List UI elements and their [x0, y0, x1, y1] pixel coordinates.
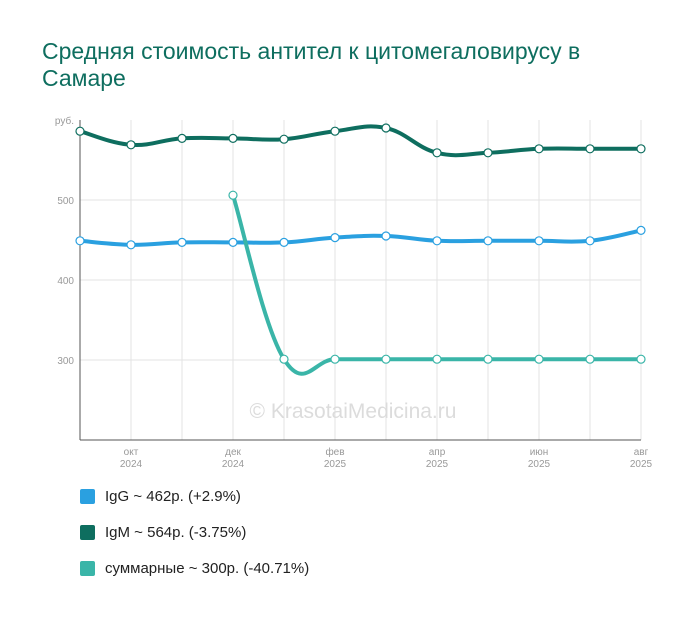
data-point-0 — [534, 236, 544, 246]
data-point-0 — [585, 236, 595, 246]
legend-swatch — [80, 524, 95, 540]
data-point-2 — [432, 354, 442, 364]
y-tick-label: 300 — [57, 356, 74, 367]
series-line-0 — [78, 228, 643, 247]
y-tick-label: 500 — [57, 196, 74, 207]
legend-label: суммарные ~ 300р. (-40.71%) — [105, 559, 310, 577]
data-point-1 — [585, 144, 595, 154]
data-point-1 — [432, 148, 442, 158]
chart-title: Средняя стоимость антител к цитомегалови… — [42, 38, 581, 91]
data-point-0 — [75, 236, 85, 246]
data-point-0 — [432, 236, 442, 246]
x-tick-label-month: окт — [124, 447, 139, 458]
data-point-1 — [381, 123, 391, 133]
x-tick-label-month: фев — [325, 446, 344, 458]
data-point-0 — [483, 236, 493, 246]
data-point-1 — [177, 133, 187, 143]
data-point-2 — [636, 354, 646, 364]
data-point-0 — [279, 237, 289, 247]
legend-item[interactable]: суммарные ~ 300р. (-40.71%) — [80, 556, 309, 580]
x-tick-label-month: июн — [530, 447, 549, 458]
x-tick-label-month: апр — [429, 447, 446, 458]
data-point-2 — [585, 354, 595, 364]
x-tick-label-year: 2025 — [324, 459, 347, 470]
series-line-1 — [78, 124, 643, 158]
data-point-0 — [177, 237, 187, 247]
data-point-1 — [636, 144, 646, 154]
legend-item[interactable]: IgM ~ 564р. (-3.75%) — [80, 520, 309, 544]
data-point-2 — [534, 354, 544, 364]
legend-label: IgM ~ 564р. (-3.75%) — [105, 523, 247, 541]
x-tick-label-year: 2025 — [426, 459, 449, 470]
data-point-0 — [228, 237, 238, 247]
series-points — [75, 123, 646, 364]
data-point-2 — [381, 354, 391, 364]
data-point-1 — [534, 144, 544, 154]
y-tick-label: 400 — [57, 276, 74, 287]
legend-swatch — [80, 560, 95, 576]
data-point-0 — [330, 233, 340, 243]
series-lines — [78, 124, 643, 376]
x-tick-label-year: 2024 — [222, 459, 245, 470]
legend-label: IgG ~ 462р. (+2.9%) — [105, 487, 241, 505]
data-point-0 — [126, 240, 136, 250]
axes: руб.300400500окт2024дек2024фев2025апр202… — [55, 115, 653, 470]
data-point-2 — [228, 190, 238, 200]
data-point-1 — [279, 134, 289, 144]
data-point-0 — [381, 231, 391, 241]
line-chart: © KrasotaiMedicina.ru руб.300400500окт20… — [55, 115, 653, 470]
data-point-2 — [330, 354, 340, 364]
legend: IgG ~ 462р. (+2.9%) IgM ~ 564р. (-3.75%) с… — [80, 484, 309, 592]
data-point-2 — [279, 354, 289, 364]
watermark: © KrasotaiMedicina.ru — [250, 400, 457, 423]
data-point-1 — [228, 133, 238, 143]
x-tick-label-month: дек — [225, 447, 241, 458]
y-axis-unit-label: руб. — [55, 115, 74, 127]
x-tick-label-month: авг — [634, 447, 649, 458]
legend-swatch — [80, 488, 95, 504]
data-point-2 — [483, 354, 493, 364]
x-tick-label-year: 2025 — [528, 459, 551, 470]
x-tick-label-year: 2025 — [630, 459, 653, 470]
x-tick-label-year: 2024 — [120, 459, 143, 470]
data-point-0 — [636, 225, 646, 235]
data-point-1 — [75, 126, 85, 136]
legend-item[interactable]: IgG ~ 462р. (+2.9%) — [80, 484, 309, 508]
data-point-1 — [126, 140, 136, 150]
grid-lines — [80, 120, 642, 440]
data-point-1 — [330, 126, 340, 136]
data-point-1 — [483, 148, 493, 158]
